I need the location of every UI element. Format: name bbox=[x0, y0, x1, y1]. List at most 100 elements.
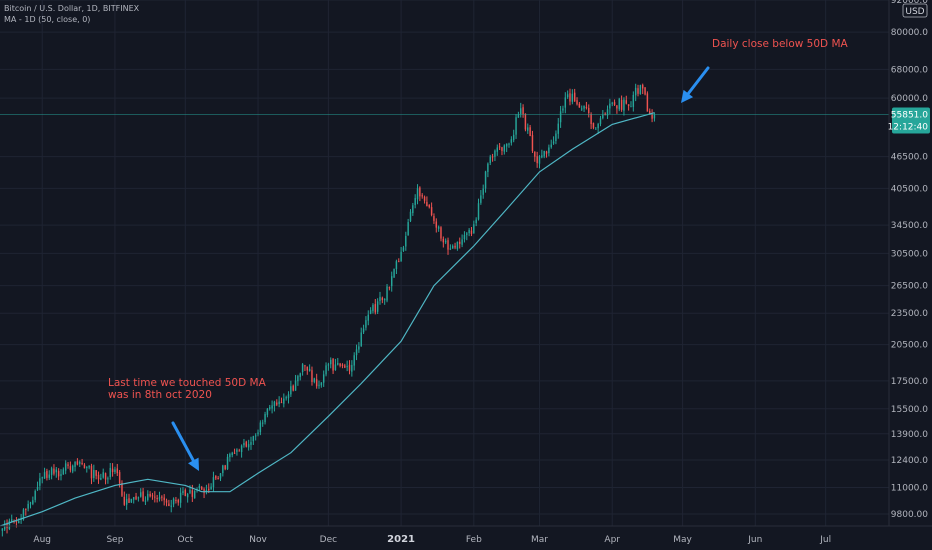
candle bbox=[566, 90, 569, 99]
candle bbox=[426, 196, 428, 207]
candle bbox=[423, 195, 426, 204]
svg-text:USD: USD bbox=[905, 7, 924, 17]
candle bbox=[459, 237, 461, 249]
candle bbox=[449, 244, 452, 251]
candle bbox=[620, 95, 623, 112]
y-tick-label: 46500.0 bbox=[891, 153, 928, 163]
symbol-legend[interactable]: Bitcoin / U.S. Dollar, 1D, BITFINEX bbox=[4, 4, 140, 13]
candle bbox=[358, 342, 360, 353]
candle bbox=[402, 245, 405, 252]
candle bbox=[409, 209, 412, 223]
candle bbox=[639, 84, 642, 95]
y-tick-label: 15500.0 bbox=[891, 405, 928, 415]
candle bbox=[440, 226, 442, 242]
candle bbox=[585, 101, 588, 110]
candle bbox=[520, 102, 522, 118]
candle bbox=[576, 97, 578, 106]
candle bbox=[590, 112, 592, 130]
candle bbox=[88, 465, 90, 470]
candle bbox=[69, 461, 72, 473]
candle bbox=[522, 104, 524, 118]
y-tick-label: 60000.0 bbox=[891, 94, 928, 104]
candle bbox=[193, 490, 196, 499]
candle bbox=[266, 408, 269, 418]
candle bbox=[557, 118, 559, 139]
candle bbox=[140, 488, 142, 498]
candle bbox=[301, 363, 304, 376]
y-tick-label: 11000.0 bbox=[891, 483, 928, 493]
y-tick-label: 26500.0 bbox=[891, 282, 928, 292]
candle bbox=[606, 105, 609, 119]
candle bbox=[583, 105, 585, 112]
candle bbox=[494, 149, 496, 161]
candle bbox=[508, 142, 510, 148]
candle bbox=[215, 475, 217, 481]
candle bbox=[29, 501, 32, 509]
candle bbox=[484, 170, 487, 193]
x-tick-label: 2021 bbox=[387, 534, 415, 545]
candle bbox=[144, 496, 147, 505]
currency-badge[interactable]: USD bbox=[902, 3, 928, 18]
candle bbox=[651, 109, 653, 123]
candle bbox=[179, 487, 182, 508]
candle bbox=[292, 384, 294, 392]
candle bbox=[116, 463, 119, 477]
ma-line bbox=[0, 112, 655, 527]
candle bbox=[222, 464, 224, 477]
candle bbox=[48, 470, 50, 480]
indicator-legend[interactable]: MA - 1D (50, close, 0) bbox=[4, 15, 91, 24]
candle bbox=[285, 395, 287, 401]
x-tick-label: Aug bbox=[33, 535, 51, 545]
last-price-label: 55851.0 bbox=[891, 111, 928, 121]
candle bbox=[634, 83, 637, 102]
candle bbox=[276, 399, 278, 407]
candle bbox=[315, 373, 318, 389]
candle bbox=[390, 271, 393, 292]
candle bbox=[580, 105, 583, 111]
x-tick-label: Oct bbox=[178, 535, 194, 545]
candle bbox=[25, 508, 27, 516]
candle bbox=[597, 122, 599, 134]
candle bbox=[569, 88, 571, 106]
candle bbox=[273, 400, 276, 412]
candle bbox=[252, 435, 255, 445]
candle bbox=[456, 241, 459, 251]
candle bbox=[261, 419, 264, 427]
candle bbox=[337, 357, 339, 366]
candle bbox=[203, 487, 205, 499]
x-tick-label: May bbox=[673, 535, 692, 545]
candle bbox=[240, 444, 243, 458]
candle bbox=[527, 123, 529, 134]
candle bbox=[618, 97, 620, 112]
candle bbox=[351, 360, 353, 377]
candle bbox=[573, 88, 576, 102]
candle bbox=[447, 237, 449, 255]
candle bbox=[433, 213, 435, 224]
annotation-arrow bbox=[681, 66, 710, 103]
annotation-text: was in 8th oct 2020 bbox=[108, 389, 212, 401]
x-tick-label: Jul bbox=[819, 535, 831, 545]
candle bbox=[74, 461, 76, 472]
candle bbox=[466, 231, 468, 241]
candle bbox=[297, 374, 299, 386]
candle bbox=[53, 464, 55, 476]
candle bbox=[182, 487, 184, 496]
candle bbox=[414, 194, 416, 209]
candle bbox=[480, 190, 482, 205]
candle bbox=[475, 217, 477, 227]
candle bbox=[538, 155, 541, 169]
candle bbox=[646, 91, 649, 112]
candle bbox=[416, 184, 419, 205]
candle bbox=[304, 364, 306, 372]
candle bbox=[613, 99, 616, 107]
candle bbox=[135, 492, 137, 501]
candle bbox=[487, 162, 489, 178]
candle bbox=[107, 476, 109, 484]
candle bbox=[8, 518, 11, 531]
candle bbox=[491, 153, 494, 162]
candle bbox=[132, 496, 135, 504]
candle bbox=[250, 436, 252, 450]
y-tick-label: 23500.0 bbox=[891, 309, 928, 319]
